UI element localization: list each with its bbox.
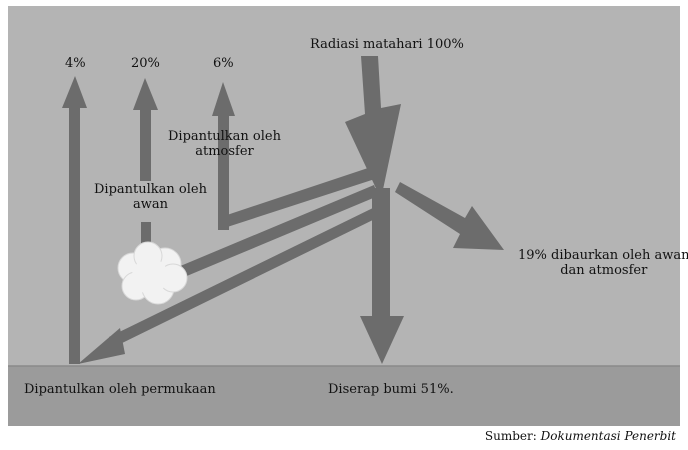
- atmosphere-percent-label: 6%: [213, 56, 234, 71]
- source-prefix: Sumber:: [484, 429, 537, 443]
- cloud-reflect-band: [178, 185, 378, 278]
- surface-reflect-label: Dipantulkan oleh permukaan: [24, 382, 216, 397]
- atmosphere-reflect-line-2: atmosfer: [195, 144, 254, 159]
- scattered-line-2: dan atmosfer: [560, 263, 648, 278]
- ground-area: [8, 366, 680, 426]
- surface-reflect-ground-head: [78, 328, 125, 364]
- scattered-label: 19% dibaurkan oleh awan dan atmosfer: [518, 248, 688, 278]
- cloud-reflect-head: [133, 78, 158, 110]
- incoming-radiation-label: Radiasi matahari 100%: [310, 37, 464, 52]
- source-caption: Sumber: Dokumentasi Penerbit: [485, 429, 676, 443]
- atmosphere-reflect-line-1: Dipantulkan oleh: [168, 129, 281, 144]
- incoming-radiation-arrow: [345, 56, 401, 199]
- scattered-line-1: 19% dibaurkan oleh awan: [518, 248, 688, 263]
- scattered-arrow: [395, 182, 504, 250]
- cloud-reflect-shaft: [140, 106, 151, 181]
- surface-reflect-head: [62, 76, 87, 108]
- cloud-reflect-line-2: awan: [132, 197, 168, 212]
- source-text: Dokumentasi Penerbit: [540, 429, 676, 443]
- atmosphere-reflect-shaft: [218, 114, 229, 230]
- surface-reflect-band: [109, 206, 381, 347]
- solar-radiation-diagram: Radiasi matahari 100% 4% 20% 6% Dipantul…: [8, 6, 688, 426]
- atmosphere-reflect-head: [212, 82, 235, 116]
- cloud-reflect-label: Dipantulkan oleh awan: [94, 182, 207, 212]
- cloud-reflect-stub: [141, 222, 151, 252]
- absorbed-arrow-shaft: [372, 188, 390, 318]
- absorbed-arrow-head: [360, 316, 404, 364]
- atmosphere-reflect-band: [218, 166, 378, 230]
- atmosphere-reflect-label: Dipantulkan oleh atmosfer: [168, 129, 281, 159]
- cloud-reflect-line-1: Dipantulkan oleh: [94, 182, 207, 197]
- surface-reflect-shaft: [69, 104, 80, 364]
- absorbed-label: Diserap bumi 51%.: [328, 382, 454, 397]
- surface-percent-label: 4%: [65, 56, 86, 71]
- cloud-icon: [117, 241, 188, 305]
- clouds-percent-label: 20%: [131, 56, 160, 71]
